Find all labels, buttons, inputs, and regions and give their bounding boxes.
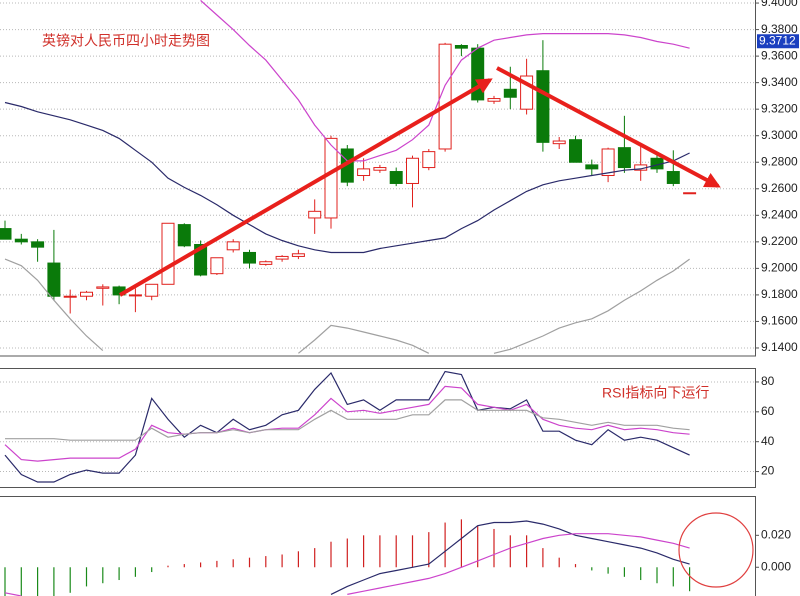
y-tick-label: 20: [761, 464, 775, 478]
candle-body: [96, 286, 110, 289]
y-tick-label: 9.1400: [761, 340, 798, 354]
y-tick-label: 9.2200: [761, 234, 798, 248]
indicator-line: [4, 533, 690, 596]
indicator-line: [4, 258, 690, 354]
y-tick-label: 9.2000: [761, 261, 798, 275]
candle-body: [569, 139, 582, 163]
candle-body: [471, 47, 485, 101]
y-tick-label: 9.2400: [761, 207, 798, 221]
candle-body: [210, 257, 224, 275]
price-marker: [757, 34, 799, 49]
candle-body: [487, 98, 501, 102]
rsi-panel-frame: [0, 368, 756, 488]
candle-body: [601, 148, 615, 177]
y-tick-label: 9.2600: [761, 181, 798, 195]
y-tick-label: 9.3200: [761, 101, 798, 115]
y-tick-label: 9.2800: [761, 154, 798, 168]
candle-body: [324, 137, 338, 219]
candle-body: [454, 45, 468, 49]
y-tick-label: 9.4000: [761, 0, 798, 9]
indicator-line: [4, 370, 690, 483]
y-tick-label: 0.020: [761, 527, 791, 541]
candle-body: [308, 210, 322, 219]
candle-body: [503, 88, 517, 98]
main-plot: [0, 0, 755, 354]
y-tick-label: 80: [761, 374, 775, 388]
indicator-line: [330, 520, 690, 595]
candle-body: [373, 167, 387, 171]
candle-body: [63, 295, 77, 298]
candle-body: [438, 43, 452, 150]
candle-body: [0, 228, 12, 240]
chart-title: 英镑对人民币四小时走势图: [42, 33, 210, 49]
macd-plot: [4, 519, 691, 596]
price-marker-label: 9.3712: [759, 33, 796, 47]
indicator-line: [5, 399, 690, 441]
candle-body: [666, 171, 680, 184]
candle-body: [585, 164, 599, 170]
trend-arrow-down: [496, 66, 721, 188]
candle-body: [357, 168, 371, 177]
candle-body: [617, 147, 631, 169]
candle-body: [128, 294, 142, 297]
y-tick-label: 9.3600: [761, 48, 798, 62]
candle-body: [389, 171, 403, 184]
candle-body: [275, 255, 289, 260]
candle-body: [422, 151, 436, 169]
indicator-line: [4, 385, 690, 462]
y-tick-label: 9.3000: [761, 128, 798, 142]
candle-body: [243, 251, 256, 264]
y-tick-label: 0.000: [761, 559, 791, 573]
indicator-line: [4, 101, 690, 254]
candle-body: [259, 261, 273, 265]
candle-body: [683, 192, 697, 195]
rsi-annotation: RSI指标向下运行: [602, 385, 709, 401]
y-tick-label: 40: [761, 434, 775, 448]
y-tick-label: 9.3400: [761, 75, 798, 89]
trend-arrow-up: [118, 78, 493, 297]
candle-body: [177, 224, 191, 247]
macd-panel-frame: [0, 496, 756, 596]
rsi-plot: [0, 370, 755, 483]
candle-body: [31, 241, 45, 248]
candle-body: [552, 140, 566, 145]
indicator-line: [200, 0, 690, 162]
candle-body: [80, 291, 93, 297]
main-panel-frame: [0, 0, 756, 357]
candle-body: [536, 70, 550, 143]
candle-body: [161, 222, 175, 285]
y-tick-label: 9.1600: [761, 314, 798, 328]
candle-body: [291, 253, 305, 257]
candle-body: [145, 283, 159, 297]
candle-body: [226, 241, 240, 251]
candle-body: [14, 238, 28, 243]
highlight-circle: [678, 512, 754, 588]
candle-body: [406, 157, 419, 184]
y-tick-label: 9.1800: [761, 287, 798, 301]
y-tick-label: 60: [761, 404, 775, 418]
axes: 9.1400 9.1600 9.1800 9.2000 9.2200 9.2400 9.26…: [755, 0, 799, 573]
y-tick-label: 9.3800: [761, 22, 798, 36]
candle-body: [47, 262, 61, 297]
